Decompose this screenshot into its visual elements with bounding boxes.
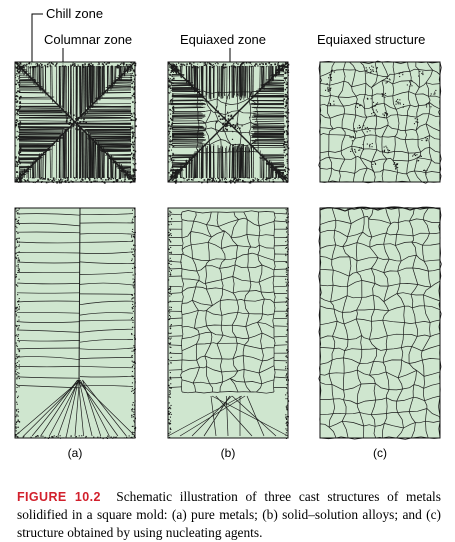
panel-a-section	[15, 208, 136, 439]
figure-caption: FIGURE 10.2 Schematic illustration of th…	[17, 488, 441, 542]
panel-b-top-square	[168, 62, 290, 184]
label-equiaxed-structure: Equiaxed structure	[317, 32, 425, 47]
label-columnar-zone: Columnar zone	[44, 32, 132, 47]
label-equiaxed-zone: Equiaxed zone	[180, 32, 266, 47]
panel-label-c: (c)	[320, 446, 440, 460]
figure-number: FIGURE 10.2	[17, 490, 101, 504]
panel-label-b: (b)	[168, 446, 288, 460]
panel-c-top-square	[319, 61, 442, 183]
panel-c-section	[319, 207, 442, 439]
figure-illustration	[0, 0, 455, 480]
panel-label-a: (a)	[15, 446, 135, 460]
panel-a-top-square	[15, 62, 137, 184]
label-chill-zone: Chill zone	[46, 6, 103, 21]
panel-b-section	[168, 208, 289, 439]
